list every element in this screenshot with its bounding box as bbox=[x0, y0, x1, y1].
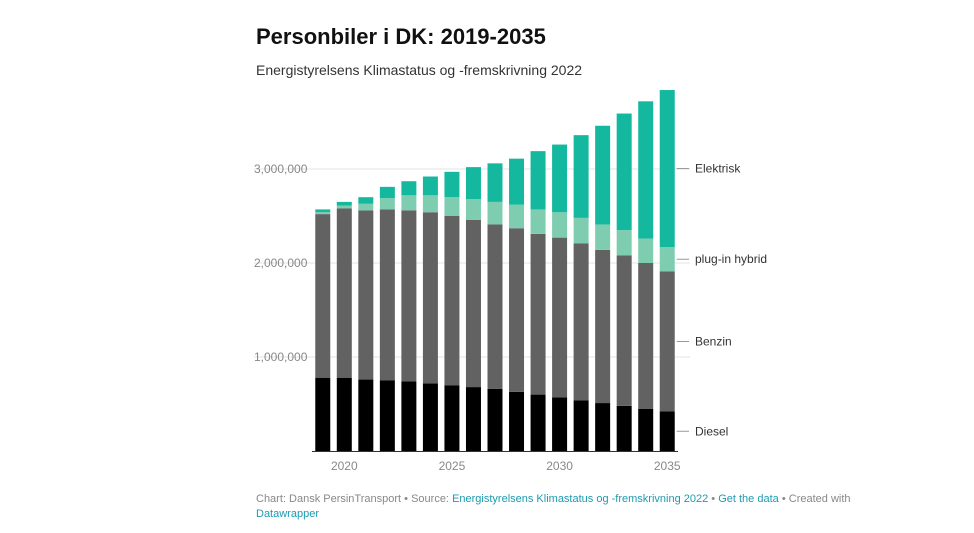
bar-segment-diesel bbox=[379, 380, 395, 451]
bar-segment-benzin bbox=[379, 209, 395, 381]
bar-segment-plug-in-hybrid bbox=[509, 204, 525, 229]
legend-label: plug-in hybrid bbox=[695, 252, 767, 266]
bar-segment-benzin bbox=[487, 224, 503, 389]
legend-label: Elektrisk bbox=[695, 162, 741, 176]
bar-segment-benzin bbox=[358, 210, 374, 380]
x-tick-label: 2025 bbox=[439, 459, 466, 473]
bar-segment-benzin bbox=[465, 219, 481, 388]
bar-segment-diesel bbox=[509, 391, 525, 451]
bar-segment-diesel bbox=[530, 394, 546, 451]
bar-segment-elektrisk bbox=[509, 158, 525, 205]
bar-segment-plug-in-hybrid bbox=[638, 238, 654, 263]
bar-segment-benzin bbox=[315, 214, 331, 378]
bar-segment-elektrisk bbox=[336, 201, 352, 206]
footer-separator: • bbox=[711, 493, 716, 505]
bar-segment-plug-in-hybrid bbox=[659, 247, 675, 272]
bar-segment-benzin bbox=[422, 212, 438, 384]
bar-segment-plug-in-hybrid bbox=[358, 203, 374, 211]
x-tick-label: 2030 bbox=[546, 459, 573, 473]
bar-segment-elektrisk bbox=[595, 125, 611, 225]
footer-separator: • bbox=[781, 493, 786, 505]
y-tick-label: 2,000,000 bbox=[254, 256, 308, 270]
footer-get-data-link[interactable]: Get the data bbox=[718, 493, 779, 505]
bar-segment-elektrisk bbox=[487, 163, 503, 202]
bar-segment-benzin bbox=[573, 243, 589, 401]
bar-segment-diesel bbox=[315, 377, 331, 451]
bar-segment-elektrisk bbox=[616, 113, 632, 231]
bar-segment-plug-in-hybrid bbox=[336, 205, 352, 209]
bar-segment-benzin bbox=[509, 228, 525, 392]
bar-segment-elektrisk bbox=[465, 167, 481, 200]
bar-segment-diesel bbox=[465, 387, 481, 451]
bar-segment-diesel bbox=[552, 397, 568, 451]
footer-chart-credit: Chart: Dansk PersinTransport bbox=[256, 493, 402, 505]
bar-segment-elektrisk bbox=[530, 151, 546, 210]
bar-segment-plug-in-hybrid bbox=[401, 195, 417, 211]
chart-subtitle: Energistyrelsens Klimastatus og -fremskr… bbox=[256, 62, 583, 78]
bar-segment-benzin bbox=[552, 237, 568, 398]
bar-segment-elektrisk bbox=[444, 171, 460, 198]
bar-segment-diesel bbox=[444, 385, 460, 451]
x-tick-label: 2020 bbox=[331, 459, 358, 473]
bar-segment-diesel bbox=[659, 411, 675, 451]
bar-segment-benzin bbox=[336, 208, 352, 378]
bar-segment-benzin bbox=[444, 216, 460, 386]
footer-separator: • bbox=[404, 493, 409, 505]
bar-segment-plug-in-hybrid bbox=[422, 195, 438, 213]
bar-segment-plug-in-hybrid bbox=[573, 217, 589, 244]
bar-segment-elektrisk bbox=[573, 135, 589, 218]
bar-segment-benzin bbox=[595, 249, 611, 404]
bar-segment-diesel bbox=[595, 403, 611, 451]
bar-segment-plug-in-hybrid bbox=[595, 224, 611, 250]
legend-label: Diesel bbox=[695, 424, 728, 438]
bar-segment-elektrisk bbox=[552, 144, 568, 213]
chart-title: Personbiler i DK: 2019-2035 bbox=[256, 24, 546, 49]
bar-segment-diesel bbox=[638, 408, 654, 451]
bar-segment-plug-in-hybrid bbox=[379, 198, 395, 210]
bar-segment-benzin bbox=[659, 271, 675, 412]
bar-segment-benzin bbox=[638, 263, 654, 409]
footer-source-label: Source: bbox=[411, 493, 449, 505]
bar-segment-elektrisk bbox=[422, 176, 438, 196]
bar-segment-diesel bbox=[401, 381, 417, 451]
bar-segment-benzin bbox=[616, 255, 632, 406]
bar-segment-diesel bbox=[336, 377, 352, 451]
bar-segment-elektrisk bbox=[379, 186, 395, 199]
bar-segment-diesel bbox=[422, 383, 438, 451]
bar-segment-elektrisk bbox=[659, 90, 675, 248]
bar-segment-elektrisk bbox=[401, 181, 417, 196]
legend-label: Benzin bbox=[695, 334, 732, 348]
footer-source-link[interactable]: Energistyrelsens Klimastatus og -fremskr… bbox=[452, 493, 709, 505]
bar-segment-elektrisk bbox=[358, 197, 374, 204]
footer-datawrapper-link[interactable]: Datawrapper bbox=[256, 508, 319, 520]
bar-segment-plug-in-hybrid bbox=[530, 209, 546, 234]
bar-segment-plug-in-hybrid bbox=[315, 212, 331, 215]
bar-segment-plug-in-hybrid bbox=[552, 212, 568, 238]
y-tick-label: 1,000,000 bbox=[254, 350, 308, 364]
bar-segment-benzin bbox=[530, 233, 546, 395]
bar-segment-plug-in-hybrid bbox=[616, 230, 632, 256]
bar-segment-elektrisk bbox=[315, 209, 331, 213]
x-tick-label: 2035 bbox=[654, 459, 681, 473]
chart-footer: Chart: Dansk PersinTransport • Source: E… bbox=[256, 492, 856, 522]
bar-segment-diesel bbox=[358, 379, 374, 451]
bar-segment-elektrisk bbox=[638, 101, 654, 239]
bar-segment-benzin bbox=[401, 210, 417, 382]
bar-segment-diesel bbox=[616, 405, 632, 451]
y-tick-label: 3,000,000 bbox=[254, 162, 308, 176]
bar-segment-plug-in-hybrid bbox=[465, 199, 481, 220]
bar-segment-plug-in-hybrid bbox=[444, 197, 460, 216]
footer-created-with: Created with bbox=[788, 493, 851, 505]
bar-segment-plug-in-hybrid bbox=[487, 201, 503, 225]
bar-segment-diesel bbox=[487, 388, 503, 451]
bar-segment-diesel bbox=[573, 400, 589, 451]
